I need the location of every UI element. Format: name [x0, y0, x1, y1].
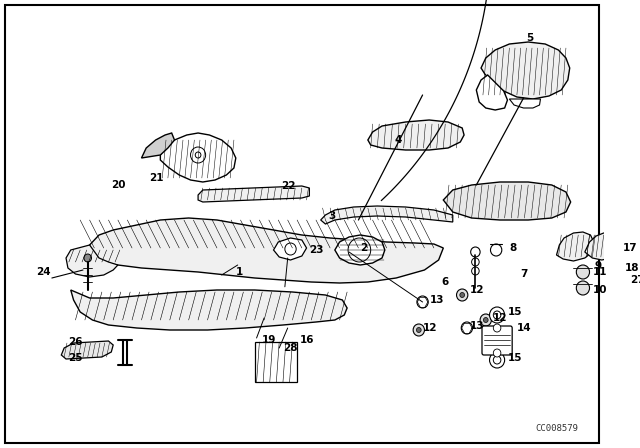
Text: 24: 24: [36, 267, 51, 277]
Text: 23: 23: [309, 245, 324, 255]
Circle shape: [417, 327, 421, 332]
Polygon shape: [476, 75, 508, 110]
Bar: [255, 342, 297, 382]
Circle shape: [616, 258, 625, 268]
Circle shape: [472, 258, 479, 266]
Polygon shape: [273, 238, 307, 260]
Text: 28: 28: [283, 343, 298, 353]
Circle shape: [490, 244, 502, 256]
Polygon shape: [321, 206, 452, 224]
Circle shape: [483, 318, 488, 323]
Text: 15: 15: [508, 353, 522, 363]
Text: 21: 21: [149, 173, 164, 183]
Text: 10: 10: [593, 285, 607, 295]
Circle shape: [490, 352, 504, 368]
Text: 14: 14: [517, 323, 532, 333]
Circle shape: [470, 247, 480, 257]
Circle shape: [285, 243, 296, 255]
Text: 1: 1: [236, 267, 243, 277]
Text: 2: 2: [360, 243, 367, 253]
Circle shape: [493, 324, 501, 332]
Text: CC008579: CC008579: [536, 423, 579, 432]
Circle shape: [348, 238, 371, 262]
Text: 13: 13: [430, 295, 445, 305]
Text: 16: 16: [300, 335, 314, 345]
Circle shape: [191, 147, 205, 163]
Polygon shape: [198, 186, 309, 202]
Text: 4: 4: [394, 135, 402, 145]
Text: 26: 26: [68, 337, 83, 347]
Circle shape: [472, 267, 479, 275]
Text: 12: 12: [470, 285, 484, 295]
Text: 13: 13: [470, 321, 484, 331]
Circle shape: [195, 152, 201, 158]
Text: 17: 17: [623, 243, 637, 253]
Text: 20: 20: [111, 180, 126, 190]
Text: 8: 8: [509, 243, 516, 253]
Polygon shape: [444, 182, 571, 220]
Circle shape: [84, 254, 92, 262]
Text: 3: 3: [328, 211, 335, 221]
Text: 5: 5: [526, 33, 534, 43]
Text: 22: 22: [281, 181, 296, 191]
Circle shape: [413, 324, 424, 336]
Circle shape: [456, 289, 468, 301]
Text: 18: 18: [625, 263, 639, 273]
Polygon shape: [335, 235, 385, 265]
Text: 27: 27: [630, 275, 640, 285]
Circle shape: [577, 265, 589, 279]
Polygon shape: [557, 232, 595, 261]
Text: 19: 19: [262, 335, 276, 345]
Polygon shape: [66, 245, 118, 277]
Polygon shape: [141, 133, 175, 158]
Text: 7: 7: [521, 269, 528, 279]
Circle shape: [480, 314, 492, 326]
Circle shape: [461, 322, 472, 334]
Polygon shape: [90, 218, 444, 283]
Circle shape: [460, 293, 465, 297]
Circle shape: [490, 307, 504, 323]
Polygon shape: [161, 133, 236, 182]
Circle shape: [577, 281, 589, 295]
Text: 6: 6: [442, 277, 449, 287]
Circle shape: [417, 296, 428, 308]
Text: 15: 15: [508, 307, 522, 317]
Circle shape: [493, 311, 501, 319]
Polygon shape: [509, 99, 540, 108]
Polygon shape: [481, 42, 570, 99]
Polygon shape: [61, 341, 113, 359]
Polygon shape: [585, 233, 621, 260]
Text: 12: 12: [422, 323, 437, 333]
Text: 12: 12: [492, 313, 507, 323]
Text: 11: 11: [593, 267, 607, 277]
Polygon shape: [368, 120, 464, 150]
Text: 9: 9: [595, 261, 602, 271]
Polygon shape: [71, 290, 347, 330]
Circle shape: [493, 349, 501, 357]
Circle shape: [493, 356, 501, 364]
FancyBboxPatch shape: [482, 326, 512, 355]
Text: 25: 25: [68, 353, 83, 363]
